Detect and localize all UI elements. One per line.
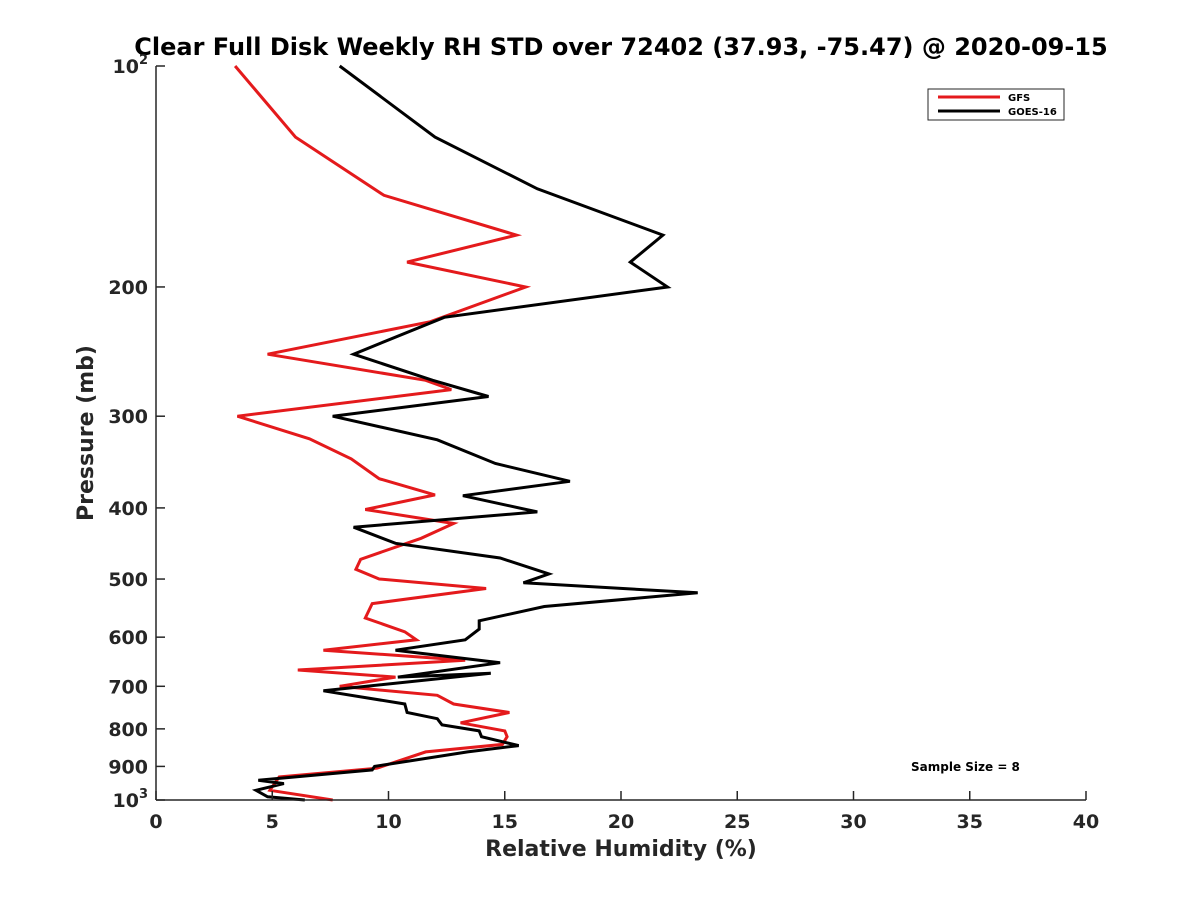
- legend-label-goes16: GOES-16: [1008, 107, 1057, 118]
- y-ticks: 102 200 300 400 500 600 700 800 900 103: [108, 53, 165, 812]
- x-tick-label: 0: [149, 811, 162, 833]
- y-tick-label: 700: [108, 676, 148, 698]
- x-tick-label: 25: [724, 811, 750, 833]
- x-tick-label: 35: [957, 811, 983, 833]
- legend-box: [927, 88, 1065, 121]
- y-tick-label: 102: [113, 53, 149, 78]
- sample-size-annotation: Sample Size = 8: [911, 760, 1020, 774]
- chart-title: Clear Full Disk Weekly RH STD over 72402…: [134, 33, 1107, 61]
- y-axis-label: Pressure (mb): [74, 345, 99, 521]
- x-axis-label: Relative Humidity (%): [485, 837, 757, 862]
- plot-area: [233, 64, 698, 802]
- x-ticks: 0 5 10 15 20 25 30 35 40: [149, 791, 1099, 833]
- series-line-goes16: [251, 64, 698, 802]
- x-tick-label: 10: [375, 811, 401, 833]
- x-tick-label: 40: [1073, 811, 1099, 833]
- y-tick-label: 600: [108, 627, 148, 649]
- legend: GFS GOES-16: [927, 88, 1065, 121]
- y-tick-label: 103: [113, 787, 149, 812]
- y-tick-label: 900: [108, 756, 148, 778]
- legend-label-gfs: GFS: [1008, 93, 1030, 104]
- x-tick-label: 20: [608, 811, 634, 833]
- x-tick-label: 5: [266, 811, 279, 833]
- y-tick-label: 800: [108, 719, 148, 741]
- series-line-gfs: [233, 65, 532, 802]
- x-tick-label: 15: [492, 811, 518, 833]
- y-tick-label: 500: [108, 569, 148, 591]
- x-tick-label: 30: [840, 811, 866, 833]
- y-tick-label: 300: [108, 406, 148, 428]
- y-tick-label: 400: [108, 498, 148, 520]
- y-tick-label: 200: [108, 277, 148, 299]
